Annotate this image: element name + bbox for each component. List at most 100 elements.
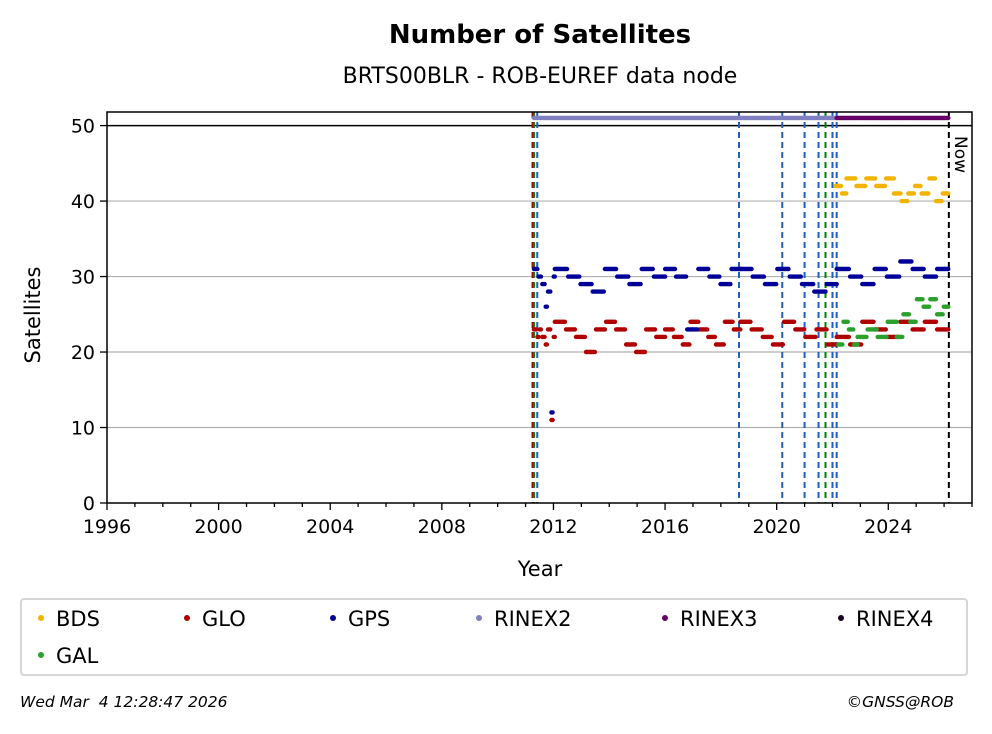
x-axis-label: Year [517, 557, 563, 581]
legend-item-bds: BDS [30, 606, 100, 632]
point-gps [626, 274, 631, 279]
legend-marker-rinex2 [476, 615, 482, 621]
point-glo [652, 327, 658, 332]
point-gps [897, 274, 902, 279]
legend-item-glo: GLO [176, 606, 246, 632]
point-gps [859, 274, 864, 279]
y-axis-label: Satellites [21, 267, 45, 364]
point-glo [544, 342, 550, 347]
footer-timestamp: Wed Mar 4 12:28:47 2026 [20, 693, 228, 711]
point-gps [846, 266, 852, 272]
point-gps [662, 274, 668, 279]
point-glo [622, 327, 628, 332]
point-glo [921, 327, 926, 332]
point-gps [871, 281, 876, 287]
point-gal [864, 334, 869, 340]
point-gps [774, 281, 779, 287]
x-tick-label: 2012 [529, 516, 577, 538]
point-bds [882, 183, 888, 189]
point-glo [883, 327, 888, 332]
y-tick-label: 20 [71, 342, 95, 364]
point-gps [834, 281, 839, 287]
point-gps [542, 281, 547, 287]
point-bds [863, 183, 868, 189]
y-tick-label: 40 [71, 191, 95, 213]
point-glo [712, 334, 718, 340]
point-gps [650, 266, 655, 272]
point-bds [891, 176, 897, 181]
point-glo [946, 327, 951, 332]
x-tick-label: 2024 [864, 516, 912, 538]
chart-title: Number of Satellites [389, 20, 691, 50]
point-gps [589, 281, 594, 287]
point-glo [548, 327, 553, 332]
point-gps [761, 274, 767, 279]
point-gal [840, 342, 845, 347]
x-tick-label: 2016 [641, 516, 689, 538]
point-gps [601, 289, 606, 294]
point-gal [884, 334, 889, 340]
data-points [531, 115, 951, 423]
point-gal [927, 304, 932, 309]
point-glo [679, 334, 684, 340]
point-gps [564, 266, 570, 272]
point-gps [638, 281, 643, 287]
point-bds [905, 198, 910, 204]
point-rinex3 [946, 115, 951, 121]
point-gal [920, 297, 925, 302]
legend-label-gps: GPS [348, 607, 391, 631]
point-gal [933, 297, 939, 302]
point-bds [838, 183, 844, 189]
plot-frame [106, 111, 973, 504]
y-tick-label: 30 [71, 267, 95, 289]
chart: Number of Satellites BRTS00BLR - ROB-EUR… [21, 20, 973, 581]
point-gps [717, 274, 722, 279]
point-glo [550, 417, 555, 423]
point-glo [602, 327, 608, 332]
point-glo [542, 334, 547, 340]
point-glo [696, 319, 701, 324]
point-gps [550, 410, 555, 415]
point-gps [577, 274, 582, 279]
point-gps [749, 266, 754, 272]
legend-item-rinex2: RINEX2 [468, 606, 572, 632]
point-glo [846, 334, 852, 340]
point-bds [918, 183, 923, 189]
point-bds [898, 191, 903, 196]
y-tick-label: 10 [71, 418, 95, 440]
point-gps [823, 289, 828, 294]
point-gps [811, 281, 816, 287]
point-glo [730, 319, 735, 324]
point-glo [769, 334, 774, 340]
point-gps [933, 274, 939, 279]
point-bds [872, 176, 878, 181]
point-glo [933, 319, 939, 324]
point-gal [900, 334, 905, 340]
legend: BDS GLO GPS RINEX2 RINEX3 RINEX4 GAL [20, 598, 968, 676]
point-glo [748, 319, 753, 324]
point-gal [913, 319, 918, 324]
point-gps [883, 266, 888, 272]
point-gal [874, 327, 879, 332]
legend-marker-gps [330, 615, 336, 621]
point-gps [921, 266, 926, 272]
point-gps [552, 274, 557, 279]
point-bds [844, 191, 849, 196]
point-gps [535, 266, 540, 272]
point-bds [939, 198, 944, 204]
point-glo [759, 327, 764, 332]
point-gps [695, 327, 700, 332]
point-bds [932, 176, 938, 181]
legend-marker-rinex3 [662, 615, 668, 621]
legend-marker-glo [184, 615, 190, 621]
point-gal [845, 319, 850, 324]
point-gal [940, 312, 945, 317]
legend-label-rinex2: RINEX2 [494, 607, 572, 631]
now-label: Now [950, 136, 970, 173]
point-glo [705, 327, 710, 332]
legend-item-rinex4: RINEX4 [830, 606, 934, 632]
legend-item-gal: GAL [30, 643, 98, 669]
legend-marker-gal [38, 652, 44, 658]
x-tick-label: 1996 [83, 516, 131, 538]
point-gps [613, 266, 619, 272]
